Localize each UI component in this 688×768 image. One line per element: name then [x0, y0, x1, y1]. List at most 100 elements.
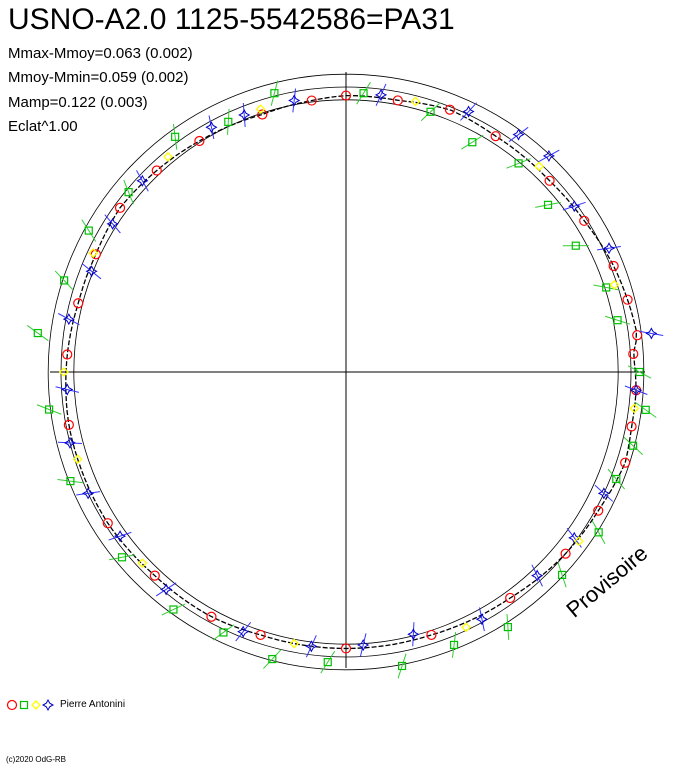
red-circle-point [194, 135, 205, 147]
legend-red-circle-icon [6, 699, 18, 711]
red-circle-point [628, 348, 639, 360]
blue-star-point [597, 487, 610, 500]
red-circle-point [149, 570, 160, 581]
blue-star-point [568, 531, 581, 544]
blue-star-point [238, 108, 251, 122]
red-circle-point [622, 294, 633, 305]
green-square-point [641, 405, 650, 414]
green-square-point [117, 553, 127, 562]
yellow-diamond-point [629, 403, 640, 414]
reference-circle-mean [60, 86, 632, 658]
red-circle-point [579, 215, 590, 226]
green-square-point [169, 605, 178, 614]
error-bar [460, 102, 478, 121]
green-square-point [628, 441, 638, 450]
error-bar [397, 653, 407, 679]
green-square-point [323, 658, 332, 667]
red-circle-point [426, 629, 437, 641]
green-square-point [612, 474, 621, 484]
blue-star-point [113, 530, 127, 543]
error-bar [535, 201, 561, 208]
error-bar [356, 81, 371, 105]
green-square-point [503, 622, 512, 632]
blue-star-point [630, 384, 643, 397]
red-circle-point [593, 505, 604, 516]
blue-star-point [531, 569, 544, 582]
copyright-notice: (c)2020 OdG-RB [6, 755, 67, 764]
error-bar [623, 436, 643, 455]
red-circle-point [505, 592, 516, 604]
stat-mamp: Mamp=0.122 (0.003) [8, 94, 148, 111]
green-square-point [635, 367, 644, 377]
blue-star-point [645, 327, 658, 340]
blue-star-point [374, 88, 388, 101]
red-circle-point [608, 260, 619, 272]
blue-star-point [407, 628, 420, 641]
blue-star-point [205, 121, 218, 134]
error-bar [292, 88, 297, 113]
blue-star-point [568, 200, 581, 213]
error-bar [607, 468, 625, 490]
legend-blue-star-icon [41, 698, 55, 712]
red-circle-point [73, 298, 84, 309]
error-bar [55, 386, 80, 393]
error-bar [451, 631, 457, 658]
fitted-curve [65, 94, 638, 650]
red-circle-point [255, 629, 266, 641]
red-circle-point [306, 95, 317, 106]
blue-star-point [82, 487, 95, 500]
yellow-diamond-point [609, 279, 620, 290]
error-bar [208, 115, 215, 140]
blue-star-point [288, 94, 301, 107]
chart-title: USNO-A2.0 1125-5542586=PA31 [8, 3, 455, 36]
error-bar [57, 441, 82, 444]
error-bar [54, 270, 74, 291]
legend-markers [6, 698, 55, 712]
red-circle-point [114, 202, 126, 213]
error-bar [359, 633, 367, 657]
stat-mmoy-mmin: Mmoy-Mmin=0.059 (0.002) [8, 69, 189, 86]
error-bar [36, 404, 62, 415]
green-square-point [397, 661, 407, 671]
error-bar [508, 126, 529, 143]
error-bar [412, 622, 415, 647]
error-bar [155, 582, 177, 597]
blue-star-point [62, 313, 75, 326]
yellow-diamond-point [72, 454, 83, 465]
yellow-diamond-point [255, 104, 266, 114]
error-bar [506, 158, 531, 169]
green-square-point [449, 640, 459, 650]
yellow-diamond-point [289, 638, 300, 649]
error-bar [81, 263, 102, 280]
error-bar [627, 365, 652, 379]
blue-star-point [61, 383, 74, 396]
yellow-diamond-point [461, 622, 472, 633]
blue-star-point [106, 217, 119, 230]
red-circle-point [63, 419, 74, 430]
green-square-point [613, 316, 622, 325]
error-bar [605, 315, 631, 325]
green-square-point [224, 117, 233, 126]
error-bar [591, 520, 606, 544]
error-bar [108, 531, 132, 541]
red-circle-point [102, 518, 113, 529]
error-bar [227, 108, 230, 135]
error-bar [58, 313, 80, 326]
yellow-diamond-point [88, 248, 99, 258]
blue-star-point [160, 583, 173, 596]
error-bar [235, 622, 252, 642]
error-bar [531, 564, 543, 587]
yellow-diamond-point [573, 536, 584, 547]
error-bar [242, 102, 246, 127]
red-circle-point [392, 95, 403, 106]
error-bar [136, 170, 149, 192]
red-circle-point [340, 90, 352, 101]
error-bar [263, 649, 282, 669]
blue-star-point [305, 640, 318, 653]
green-square-point [557, 570, 567, 579]
blue-star-point [475, 613, 488, 626]
error-bar [506, 614, 510, 641]
error-bar [624, 385, 648, 395]
blue-star-point [512, 128, 525, 141]
